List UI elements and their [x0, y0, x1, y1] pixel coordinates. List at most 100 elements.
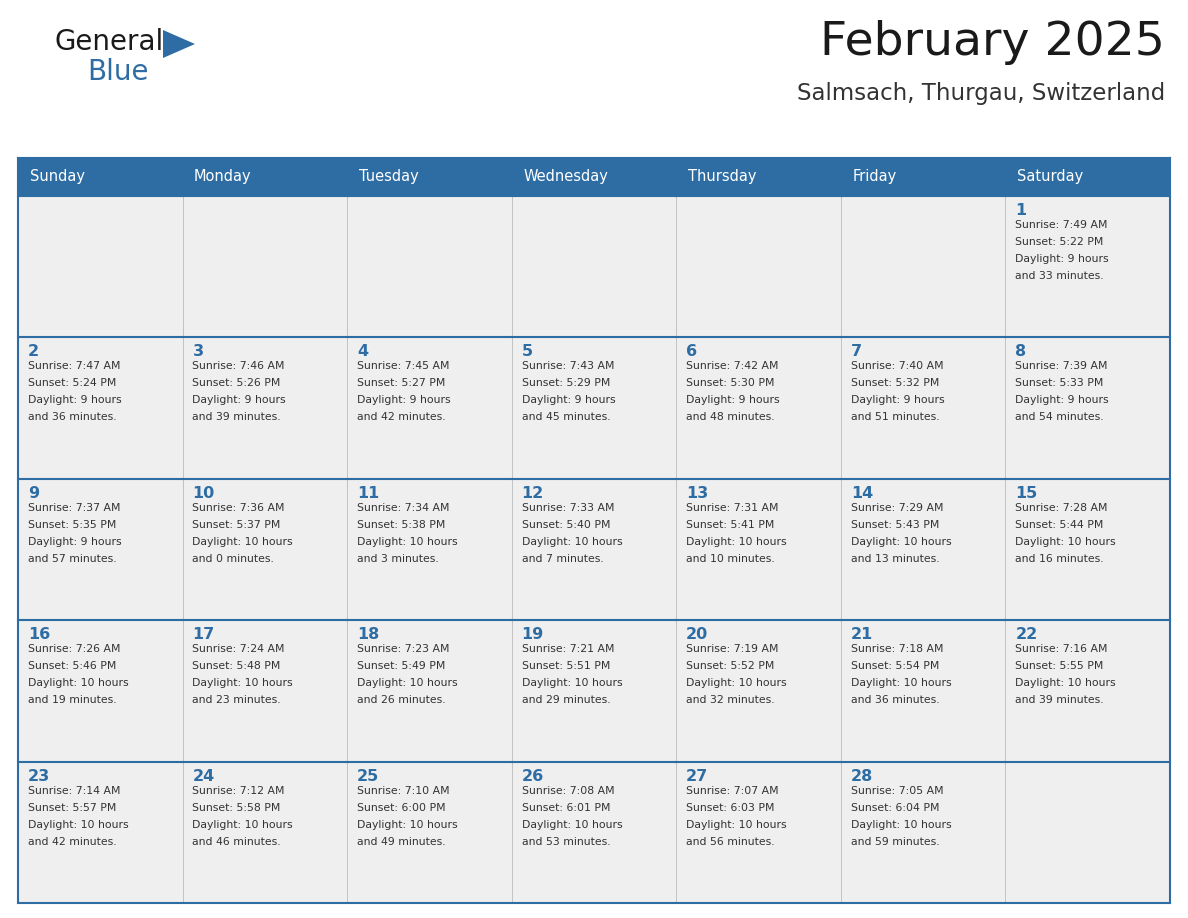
Text: Sunrise: 7:42 AM: Sunrise: 7:42 AM — [687, 362, 778, 372]
Text: 26: 26 — [522, 768, 544, 784]
Text: 9: 9 — [27, 486, 39, 501]
Text: Sunrise: 7:29 AM: Sunrise: 7:29 AM — [851, 503, 943, 513]
Text: 19: 19 — [522, 627, 544, 643]
Bar — [347, 338, 512, 479]
Text: Daylight: 9 hours: Daylight: 9 hours — [27, 537, 121, 547]
Text: February 2025: February 2025 — [820, 20, 1165, 65]
Text: Daylight: 10 hours: Daylight: 10 hours — [687, 820, 786, 830]
Text: Sunset: 5:33 PM: Sunset: 5:33 PM — [1016, 378, 1104, 388]
Text: 2: 2 — [27, 344, 39, 360]
Text: Sunset: 5:27 PM: Sunset: 5:27 PM — [358, 378, 446, 388]
Text: Sunset: 5:41 PM: Sunset: 5:41 PM — [687, 520, 775, 530]
Text: 20: 20 — [687, 627, 708, 643]
Text: Sunrise: 7:14 AM: Sunrise: 7:14 AM — [27, 786, 120, 796]
Text: 3: 3 — [192, 344, 203, 360]
Text: Sunset: 5:38 PM: Sunset: 5:38 PM — [358, 520, 446, 530]
Text: Friday: Friday — [852, 170, 897, 185]
Text: and 32 minutes.: and 32 minutes. — [687, 695, 775, 705]
Text: and 59 minutes.: and 59 minutes. — [851, 836, 940, 846]
Text: Daylight: 9 hours: Daylight: 9 hours — [1016, 396, 1108, 406]
Bar — [347, 621, 512, 762]
Text: and 33 minutes.: and 33 minutes. — [1016, 271, 1104, 281]
Bar — [1005, 158, 1170, 196]
Bar — [18, 338, 183, 479]
Text: 12: 12 — [522, 486, 544, 501]
Text: 22: 22 — [1016, 627, 1037, 643]
Text: Sunset: 5:48 PM: Sunset: 5:48 PM — [192, 661, 280, 671]
Text: Sunrise: 7:40 AM: Sunrise: 7:40 AM — [851, 362, 943, 372]
Text: Sunrise: 7:45 AM: Sunrise: 7:45 AM — [358, 362, 449, 372]
Bar — [676, 196, 841, 338]
Text: Sunset: 6:01 PM: Sunset: 6:01 PM — [522, 802, 611, 812]
Text: Sunset: 5:57 PM: Sunset: 5:57 PM — [27, 802, 116, 812]
Text: Sunset: 5:26 PM: Sunset: 5:26 PM — [192, 378, 280, 388]
Text: and 51 minutes.: and 51 minutes. — [851, 412, 940, 422]
Bar — [841, 158, 1005, 196]
Bar — [183, 479, 347, 621]
Text: and 7 minutes.: and 7 minutes. — [522, 554, 604, 564]
Text: Sunrise: 7:12 AM: Sunrise: 7:12 AM — [192, 786, 285, 796]
Text: and 39 minutes.: and 39 minutes. — [1016, 695, 1104, 705]
Text: Sunrise: 7:34 AM: Sunrise: 7:34 AM — [358, 503, 449, 513]
Bar — [676, 338, 841, 479]
Bar — [347, 479, 512, 621]
Text: Daylight: 9 hours: Daylight: 9 hours — [358, 396, 450, 406]
Bar — [841, 621, 1005, 762]
Text: and 16 minutes.: and 16 minutes. — [1016, 554, 1104, 564]
Text: 6: 6 — [687, 344, 697, 360]
Bar — [18, 196, 183, 338]
Text: Daylight: 10 hours: Daylight: 10 hours — [27, 820, 128, 830]
Text: Daylight: 10 hours: Daylight: 10 hours — [522, 820, 623, 830]
Bar — [1005, 338, 1170, 479]
Bar — [18, 158, 183, 196]
Text: Sunrise: 7:08 AM: Sunrise: 7:08 AM — [522, 786, 614, 796]
Bar — [841, 762, 1005, 903]
Bar — [676, 621, 841, 762]
Text: 8: 8 — [1016, 344, 1026, 360]
Bar — [183, 196, 347, 338]
Text: Daylight: 10 hours: Daylight: 10 hours — [192, 537, 293, 547]
Bar — [183, 762, 347, 903]
Text: Daylight: 10 hours: Daylight: 10 hours — [851, 820, 952, 830]
Bar — [1005, 479, 1170, 621]
Text: Sunset: 5:30 PM: Sunset: 5:30 PM — [687, 378, 775, 388]
Text: 14: 14 — [851, 486, 873, 501]
Text: 21: 21 — [851, 627, 873, 643]
Text: Daylight: 9 hours: Daylight: 9 hours — [851, 396, 944, 406]
Text: Sunset: 5:22 PM: Sunset: 5:22 PM — [1016, 237, 1104, 247]
Text: and 54 minutes.: and 54 minutes. — [1016, 412, 1104, 422]
Bar — [18, 762, 183, 903]
Text: General: General — [55, 28, 164, 56]
Text: Daylight: 10 hours: Daylight: 10 hours — [192, 820, 293, 830]
Text: and 0 minutes.: and 0 minutes. — [192, 554, 274, 564]
Text: and 36 minutes.: and 36 minutes. — [27, 412, 116, 422]
Text: 27: 27 — [687, 768, 708, 784]
Text: Sunset: 5:29 PM: Sunset: 5:29 PM — [522, 378, 609, 388]
Text: Daylight: 9 hours: Daylight: 9 hours — [192, 396, 286, 406]
Text: Sunrise: 7:21 AM: Sunrise: 7:21 AM — [522, 644, 614, 655]
Text: Sunset: 5:24 PM: Sunset: 5:24 PM — [27, 378, 116, 388]
Bar — [512, 196, 676, 338]
Text: and 23 minutes.: and 23 minutes. — [192, 695, 282, 705]
Text: 10: 10 — [192, 486, 215, 501]
Text: 25: 25 — [358, 768, 379, 784]
Text: Sunset: 6:00 PM: Sunset: 6:00 PM — [358, 802, 446, 812]
Text: Daylight: 10 hours: Daylight: 10 hours — [522, 537, 623, 547]
Text: Sunrise: 7:28 AM: Sunrise: 7:28 AM — [1016, 503, 1107, 513]
Text: Sunset: 5:46 PM: Sunset: 5:46 PM — [27, 661, 116, 671]
Text: Monday: Monday — [194, 170, 252, 185]
Bar — [1005, 762, 1170, 903]
Bar — [18, 621, 183, 762]
Text: 13: 13 — [687, 486, 708, 501]
Text: Daylight: 10 hours: Daylight: 10 hours — [1016, 678, 1116, 688]
Text: and 3 minutes.: and 3 minutes. — [358, 554, 438, 564]
Text: Daylight: 10 hours: Daylight: 10 hours — [358, 537, 457, 547]
Text: 5: 5 — [522, 344, 532, 360]
Text: Sunset: 5:37 PM: Sunset: 5:37 PM — [192, 520, 280, 530]
Text: 23: 23 — [27, 768, 50, 784]
Text: and 56 minutes.: and 56 minutes. — [687, 836, 775, 846]
Text: and 42 minutes.: and 42 minutes. — [358, 412, 446, 422]
Bar — [347, 158, 512, 196]
Text: Daylight: 10 hours: Daylight: 10 hours — [687, 678, 786, 688]
Bar — [512, 158, 676, 196]
